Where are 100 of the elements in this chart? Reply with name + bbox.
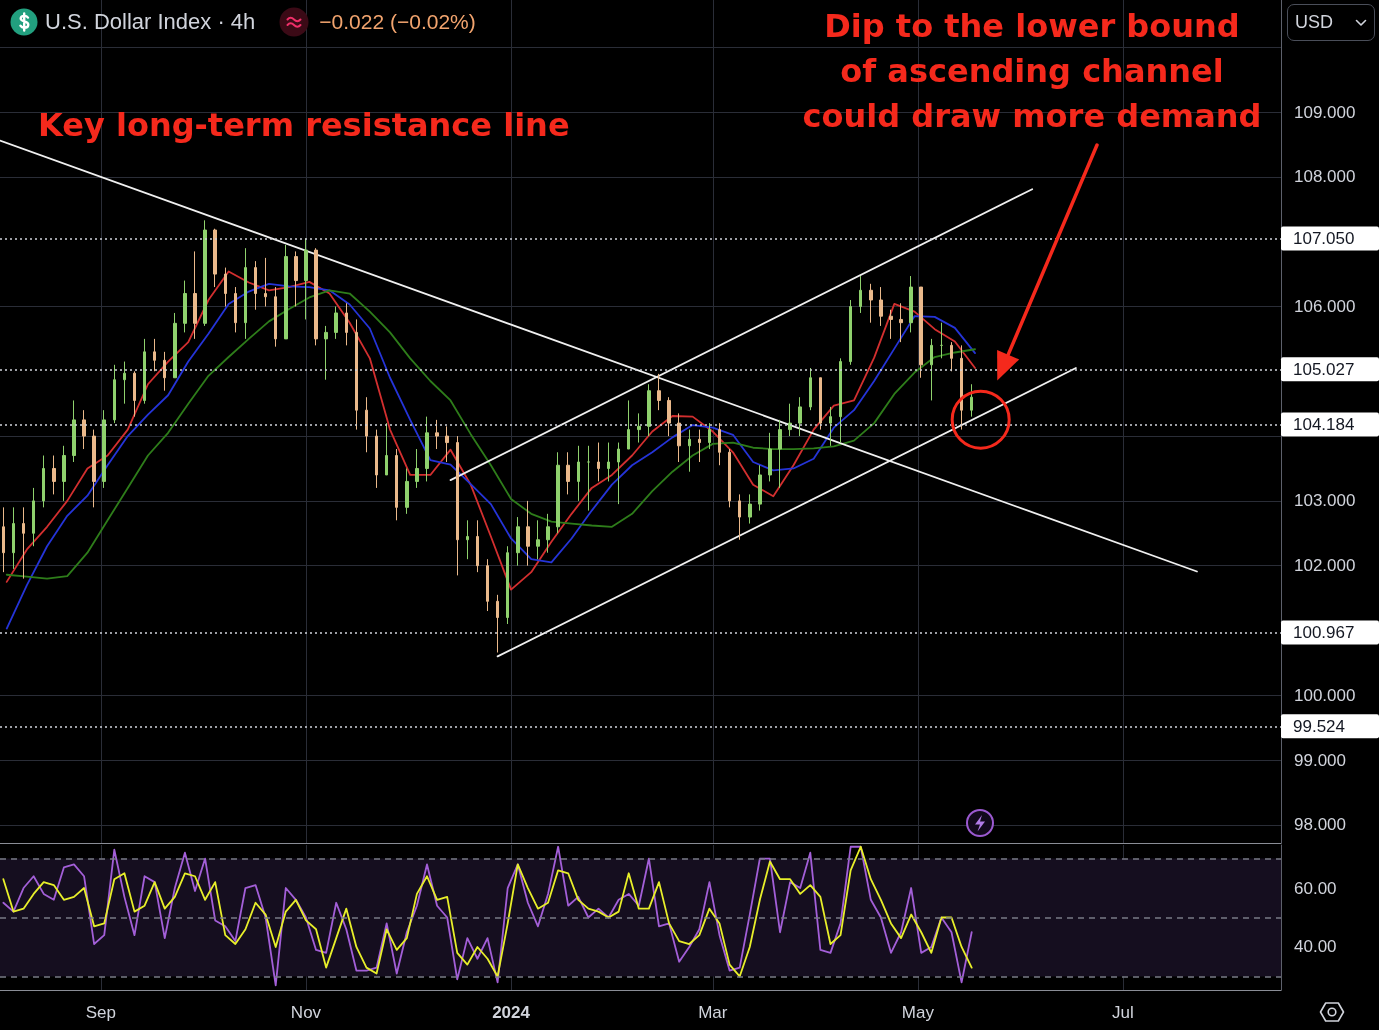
candlestick — [102, 409, 106, 489]
candlestick — [587, 445, 590, 512]
candlestick — [728, 448, 731, 508]
candlestick — [334, 305, 338, 340]
candlestick — [224, 267, 227, 307]
candlestick — [607, 442, 610, 482]
ref-line-label: 107.050 — [1293, 228, 1355, 248]
annotation: Dip to the lower bound of ascending channel could draw more demand — [801, 6, 1263, 137]
candlestick — [556, 451, 560, 534]
y-tick-label: 106.000 — [1294, 296, 1356, 316]
candlestick — [667, 396, 671, 437]
candlestick — [203, 219, 207, 327]
candlestick — [849, 299, 852, 366]
candlestick — [677, 412, 681, 463]
candlestick — [486, 558, 489, 612]
candlestick — [708, 422, 711, 450]
candlestick — [698, 429, 701, 463]
candlestick — [617, 442, 620, 505]
candlestick — [788, 403, 792, 437]
candlestick — [304, 237, 308, 320]
y-tick-label: 60.00 — [1294, 878, 1337, 898]
candlestick — [970, 383, 973, 418]
candlestick — [536, 519, 540, 560]
candlestick — [355, 318, 358, 431]
candlestick — [405, 467, 409, 515]
candlestick — [294, 250, 298, 307]
y-tick-label: 108.000 — [1294, 167, 1356, 187]
candlestick — [627, 399, 630, 450]
y-tick-label: 102.000 — [1294, 556, 1356, 576]
candlestick — [22, 506, 25, 580]
x-tick-label: Mar — [698, 1003, 728, 1022]
candlestick — [324, 325, 328, 381]
candlestick — [435, 419, 439, 450]
candlestick — [647, 383, 651, 437]
candlestick — [476, 519, 479, 573]
x-tick-label: 2024 — [492, 1003, 531, 1022]
candlestick — [506, 545, 509, 625]
candlestick — [375, 429, 378, 489]
candlestick — [173, 312, 177, 379]
candlestick — [960, 344, 963, 431]
candlestick — [385, 422, 388, 476]
candlestick — [123, 361, 126, 405]
y-tick-label: 100.000 — [1294, 685, 1356, 705]
candlestick — [274, 286, 277, 348]
candlestick — [52, 455, 56, 495]
candlestick — [193, 250, 197, 340]
candlestick — [809, 367, 812, 411]
candlestick — [526, 500, 530, 567]
x-tick-label: Sep — [85, 1003, 116, 1022]
candlestick — [2, 506, 5, 573]
y-axis-title: USD — [1295, 12, 1334, 33]
candlestick — [466, 519, 469, 560]
candlestick — [183, 280, 187, 333]
candlestick — [909, 275, 913, 333]
candlestick — [859, 275, 862, 314]
ref-line-label: 104.184 — [1293, 414, 1355, 434]
candlestick — [113, 364, 116, 424]
candlestick — [577, 445, 580, 502]
y-tick-label: 109.000 — [1294, 102, 1356, 122]
candlestick — [395, 448, 398, 521]
candlestick — [688, 429, 691, 473]
candlestick — [778, 419, 782, 489]
candlestick — [264, 257, 267, 307]
candlestick — [284, 244, 288, 340]
candlestick — [930, 338, 933, 401]
candlestick — [72, 399, 76, 463]
candlestick — [365, 396, 368, 453]
candlestick — [738, 493, 741, 541]
candlestick — [12, 506, 15, 570]
ref-line-label: 100.967 — [1293, 622, 1355, 642]
candlestick — [213, 228, 217, 288]
chart-title: U.S. Dollar Index · 4h — [45, 9, 256, 35]
x-tick-label: May — [901, 1003, 935, 1022]
candlestick — [445, 425, 449, 463]
candlestick — [32, 487, 35, 547]
candlestick — [940, 322, 943, 359]
candlestick — [899, 302, 903, 343]
text: −0.022 (−0.02%) — [319, 10, 476, 34]
x-tick-label: Jul — [1112, 1003, 1134, 1022]
candlestick — [919, 286, 923, 379]
candlestick — [546, 513, 550, 554]
candlestick — [889, 309, 893, 340]
candlestick — [819, 377, 822, 431]
candlestick — [748, 493, 752, 525]
candlestick — [62, 445, 66, 502]
candlestick — [163, 351, 166, 392]
ref-line-label: 99.524 — [1293, 716, 1345, 736]
candlestick — [153, 338, 156, 372]
candlestick — [314, 247, 318, 346]
candlestick — [516, 516, 520, 567]
candlestick — [869, 283, 873, 324]
candlestick — [637, 412, 641, 444]
candlestick — [234, 286, 237, 333]
candlestick — [798, 396, 802, 437]
candlestick — [496, 594, 499, 653]
candlestick — [839, 357, 842, 444]
candlestick — [657, 373, 661, 411]
candlestick — [82, 409, 86, 450]
candlestick — [566, 451, 570, 495]
candlestick — [244, 247, 247, 340]
